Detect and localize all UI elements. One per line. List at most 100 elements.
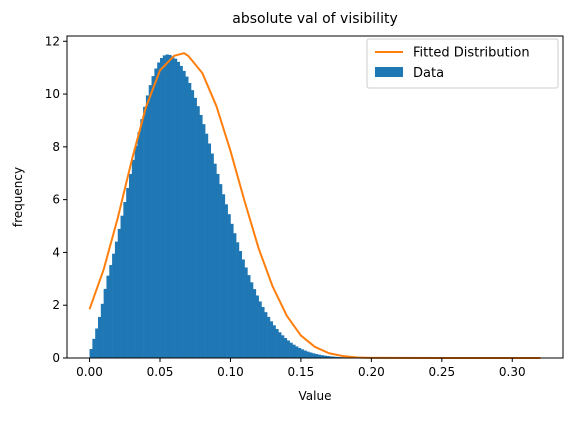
x-tick-label: 0.00 — [76, 365, 103, 379]
histogram-bar — [207, 143, 212, 358]
x-tick-label: 0.30 — [499, 365, 526, 379]
x-tick-label: 0.05 — [147, 365, 174, 379]
histogram-bar — [89, 349, 93, 358]
histogram-bar — [222, 194, 226, 358]
histogram-bar — [224, 204, 228, 358]
histogram-bar — [264, 312, 268, 358]
histogram-bar — [326, 355, 330, 358]
histogram-bar — [129, 173, 133, 358]
histogram-bar — [331, 356, 336, 358]
histogram-bar — [272, 325, 276, 358]
histogram-bar — [295, 346, 299, 358]
histogram-bar — [230, 223, 234, 358]
histogram-bar — [151, 76, 155, 358]
histogram-bar — [131, 159, 135, 358]
y-tick-label: 8 — [52, 140, 60, 154]
chart-title: absolute val of visibility — [232, 11, 397, 27]
histogram-bar — [120, 215, 124, 358]
y-tick-label: 4 — [52, 245, 60, 259]
histogram-bar — [238, 251, 243, 358]
histogram-bar — [188, 83, 192, 358]
histogram-bar — [199, 114, 203, 358]
histogram-bar — [112, 253, 116, 358]
y-tick-label: 10 — [45, 87, 60, 101]
histogram-bar — [191, 90, 195, 358]
histogram-bar — [334, 356, 338, 358]
y-tick-label: 2 — [52, 298, 60, 312]
histogram-bar — [92, 338, 96, 358]
histogram-bar — [278, 332, 282, 358]
x-tick-label: 0.25 — [428, 365, 455, 379]
histogram-bar — [168, 54, 172, 358]
histogram-bar — [179, 65, 183, 358]
histogram-bar — [182, 70, 186, 358]
histogram-bar — [309, 352, 313, 358]
legend-fitted-label: Fitted Distribution — [413, 46, 530, 61]
histogram-bars — [89, 54, 369, 359]
histogram-bar — [174, 58, 178, 358]
histogram-bar — [306, 351, 310, 358]
x-tick-label: 0.10 — [217, 365, 244, 379]
histogram-bar — [329, 356, 333, 358]
histogram-bar — [160, 58, 164, 359]
histogram-bar — [162, 55, 166, 359]
histogram-bar — [233, 233, 237, 358]
histogram-bar — [148, 85, 152, 358]
histogram-bar — [244, 267, 248, 358]
histogram-bar — [300, 349, 305, 358]
histogram-bar — [95, 328, 99, 358]
fitted-curve-layer — [88, 52, 541, 359]
histogram-bar — [98, 316, 102, 358]
histogram-bar — [185, 76, 189, 358]
histogram-bar — [103, 288, 107, 358]
histogram-bar — [171, 56, 175, 358]
histogram-bar — [284, 338, 288, 358]
histogram-bar — [137, 132, 141, 358]
histogram-bar — [247, 275, 251, 358]
x-axis-ticks: 0.00 0.05 0.10 0.15 0.20 0.25 0.30 — [76, 358, 526, 379]
histogram-bar — [205, 133, 209, 358]
histogram-bar — [126, 188, 130, 358]
histogram-bar — [117, 228, 121, 358]
y-tick-label: 0 — [52, 351, 60, 365]
fitted-distribution-line — [88, 52, 541, 359]
histogram-bar — [227, 214, 231, 358]
histogram-bar — [241, 259, 245, 358]
legend-data-label: Data — [413, 66, 444, 81]
histogram-bar — [100, 303, 104, 358]
histogram-bar — [140, 119, 144, 358]
histogram-bar — [275, 328, 279, 358]
histogram-bar — [154, 68, 158, 358]
y-axis-label: frequency — [11, 167, 25, 227]
histogram-bar — [193, 97, 197, 358]
y-tick-label: 6 — [52, 193, 60, 207]
histogram-bar — [134, 145, 138, 358]
histogram-bar — [213, 163, 217, 358]
histogram-bar — [323, 355, 327, 358]
histogram-bar — [250, 282, 254, 358]
histogram-bar — [123, 202, 127, 358]
histogram-bar — [202, 124, 206, 359]
x-axis-label: Value — [299, 389, 332, 403]
legend: Fitted Distribution Data — [366, 38, 559, 89]
histogram-bar — [289, 342, 293, 358]
histogram-bar — [267, 316, 271, 358]
histogram-bar — [258, 301, 262, 358]
histogram-bar — [261, 307, 265, 358]
plot-frame — [66, 35, 564, 359]
legend-data-swatch — [375, 67, 403, 77]
histogram-bar — [196, 106, 200, 358]
y-axis-ticks: 0 2 4 6 8 10 12 — [45, 34, 67, 365]
histogram-bar — [286, 340, 290, 358]
histogram-bar — [143, 106, 147, 358]
histogram-bar — [292, 344, 296, 358]
histogram-bar — [157, 62, 161, 358]
histogram-bar — [165, 54, 169, 359]
histogram-bar — [269, 321, 274, 358]
histogram-bar — [176, 61, 181, 358]
histogram-bar — [106, 275, 110, 358]
histogram-bar — [236, 242, 240, 358]
x-tick-label: 0.20 — [358, 365, 385, 379]
histogram-bar — [219, 184, 223, 358]
histogram-bar — [317, 354, 321, 358]
